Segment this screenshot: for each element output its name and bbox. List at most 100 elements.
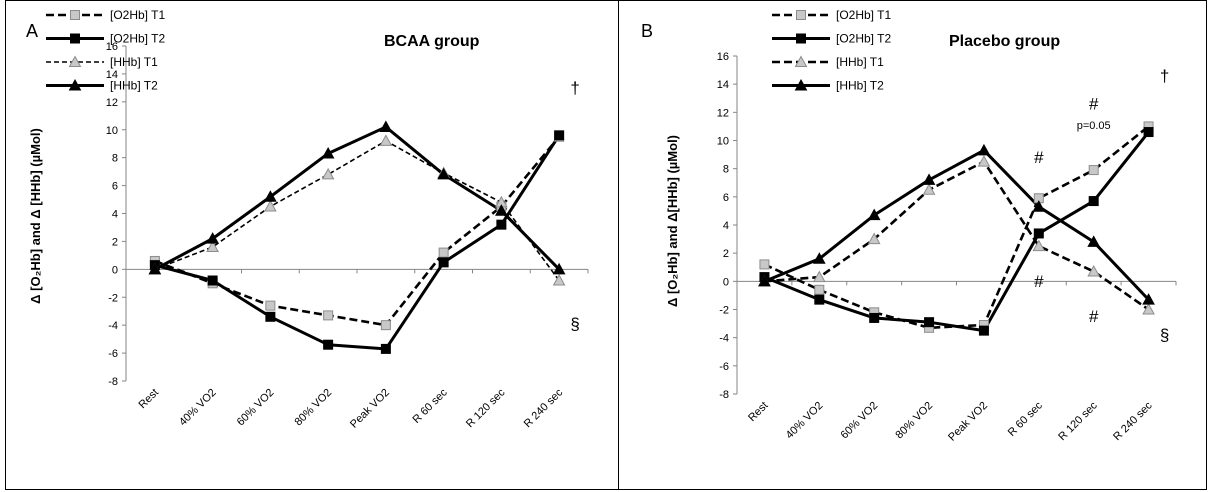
data-point-b-1 bbox=[978, 325, 989, 336]
chart-title-a: BCAA group bbox=[384, 33, 480, 50]
series-line-b-1 bbox=[763, 131, 1150, 333]
series-line-a-3 bbox=[154, 125, 561, 271]
y-tick-label: 2 bbox=[723, 248, 729, 260]
x-tick-label: R 120 sec bbox=[1056, 399, 1100, 443]
legend-label-b-1: [O2Hb] T2 bbox=[836, 32, 891, 46]
data-point-b-3 bbox=[922, 173, 936, 185]
chart-panel-a: A BCAA group Δ [O₂Hb] and Δ [HHb] (µMol) 16… bbox=[5, 0, 619, 490]
chart-panel-b: B Placebo group Δ [O₂Hb] and Δ[HHb] (µMol)… bbox=[618, 0, 1207, 490]
data-point-b-1 bbox=[869, 312, 880, 323]
data-point-a-0 bbox=[438, 247, 449, 258]
legend-marker-b-2 bbox=[794, 55, 808, 67]
data-point-b-2 bbox=[1142, 302, 1155, 315]
data-point-a-3 bbox=[379, 120, 393, 132]
legend-marker-b-3 bbox=[794, 78, 808, 91]
y-tick-label: 16 bbox=[717, 51, 729, 63]
data-point-a-2 bbox=[264, 199, 277, 212]
data-point-b-0 bbox=[759, 259, 770, 270]
x-tick-label: Rest bbox=[137, 387, 161, 411]
data-point-b-1 bbox=[814, 294, 825, 305]
legend-label-a-0: [O2Hb] T1 bbox=[110, 8, 165, 22]
data-point-a-3 bbox=[148, 262, 162, 275]
x-tick-label: 80% VO2 bbox=[893, 400, 935, 442]
y-axis-label-b: Δ [O₂Hb] and Δ[HHb] (µMol) bbox=[665, 135, 680, 307]
data-point-a-3 bbox=[206, 232, 219, 244]
y-tick-label: 8 bbox=[112, 153, 118, 165]
x-tick-label: R 60 sec bbox=[1006, 399, 1046, 439]
series-line-a-2 bbox=[154, 140, 560, 281]
data-point-a-2 bbox=[321, 167, 335, 180]
y-tick-label: 4 bbox=[723, 220, 729, 232]
x-tick-label: 80% VO2 bbox=[292, 387, 334, 429]
y-tick-label: -6 bbox=[719, 361, 729, 373]
legend-label-a-3: [HHb] T2 bbox=[110, 79, 158, 93]
data-point-a-3 bbox=[437, 167, 450, 180]
chart-title-b: Placebo group bbox=[949, 33, 1060, 50]
x-tick-label: R 60 sec bbox=[411, 386, 451, 426]
data-point-b-1 bbox=[1143, 127, 1154, 138]
x-tick-label: R 120 sec bbox=[464, 386, 508, 430]
data-point-b-3 bbox=[867, 208, 881, 221]
data-point-b-3 bbox=[1032, 200, 1046, 212]
legend-marker-b-1 bbox=[796, 33, 806, 44]
data-point-b-1 bbox=[924, 317, 935, 328]
y-tick-label: 16 bbox=[106, 41, 118, 53]
data-point-b-3 bbox=[1142, 293, 1155, 305]
data-point-b-0 bbox=[1088, 165, 1099, 176]
y-tick-label: -6 bbox=[108, 348, 118, 360]
y-tick-label: 14 bbox=[106, 69, 118, 81]
y-tick-label: 12 bbox=[106, 97, 118, 109]
data-point-b-1 bbox=[1033, 228, 1044, 239]
legend-marker-a-3 bbox=[68, 78, 82, 91]
annotation-b-1: # bbox=[1034, 272, 1044, 291]
chart-b-svg: B Placebo group Δ [O₂Hb] and Δ[HHb] (µMol)… bbox=[641, 8, 1177, 444]
annotation-a-0: † bbox=[570, 78, 579, 97]
annotation-b-2: # bbox=[1089, 95, 1099, 114]
y-tick-label: 8 bbox=[723, 164, 729, 176]
legend-label-a-2: [HHb] T1 bbox=[110, 55, 158, 69]
legend-marker-a-1 bbox=[70, 33, 80, 44]
data-point-a-2 bbox=[379, 134, 393, 146]
legend-label-b-2: [HHb] T1 bbox=[836, 55, 884, 69]
x-tick-label: 60% VO2 bbox=[839, 400, 881, 442]
x-tick-label: R 240 sec bbox=[522, 386, 566, 430]
x-tick-label: R 240 sec bbox=[1111, 399, 1155, 443]
data-point-b-3 bbox=[977, 143, 991, 156]
panel-label-a: A bbox=[26, 21, 38, 41]
legend-marker-a-2 bbox=[68, 55, 82, 67]
annotation-b-5: † bbox=[1160, 66, 1169, 85]
data-point-b-1 bbox=[1088, 196, 1099, 207]
x-tick-label: Peak VO2 bbox=[348, 387, 392, 431]
y-tick-label: -2 bbox=[108, 292, 118, 304]
legend-marker-a-0 bbox=[70, 10, 80, 20]
series-line-a-1 bbox=[154, 134, 561, 351]
panel-label-b: B bbox=[641, 21, 653, 41]
data-point-b-3 bbox=[758, 274, 771, 287]
data-point-b-2 bbox=[867, 232, 881, 245]
y-tick-label: -4 bbox=[108, 320, 118, 332]
data-point-a-0 bbox=[380, 320, 391, 331]
y-tick-label: -4 bbox=[719, 333, 729, 345]
data-point-a-1 bbox=[496, 219, 507, 230]
annotation-a-1: § bbox=[570, 314, 579, 333]
series-line-a-0 bbox=[154, 135, 561, 327]
data-point-a-1 bbox=[265, 311, 276, 322]
annotation-b-6: § bbox=[1160, 325, 1169, 344]
y-tick-label: 12 bbox=[717, 107, 729, 119]
data-point-a-3 bbox=[552, 262, 566, 275]
y-tick-label: 0 bbox=[723, 276, 729, 288]
data-point-b-0 bbox=[814, 284, 825, 295]
y-tick-label: -8 bbox=[108, 376, 118, 388]
y-tick-label: 0 bbox=[112, 264, 118, 276]
y-tick-label: 10 bbox=[717, 136, 729, 148]
y-tick-label: -2 bbox=[719, 305, 729, 317]
legend-label-b-3: [HHb] T2 bbox=[836, 79, 884, 93]
data-point-a-3 bbox=[264, 190, 277, 202]
annotation-b-4: # bbox=[1089, 307, 1099, 326]
y-tick-label: 2 bbox=[112, 236, 118, 248]
data-point-b-2 bbox=[812, 270, 826, 283]
data-point-b-2 bbox=[977, 155, 991, 167]
data-point-a-3 bbox=[495, 204, 508, 216]
data-point-a-0 bbox=[265, 300, 276, 311]
